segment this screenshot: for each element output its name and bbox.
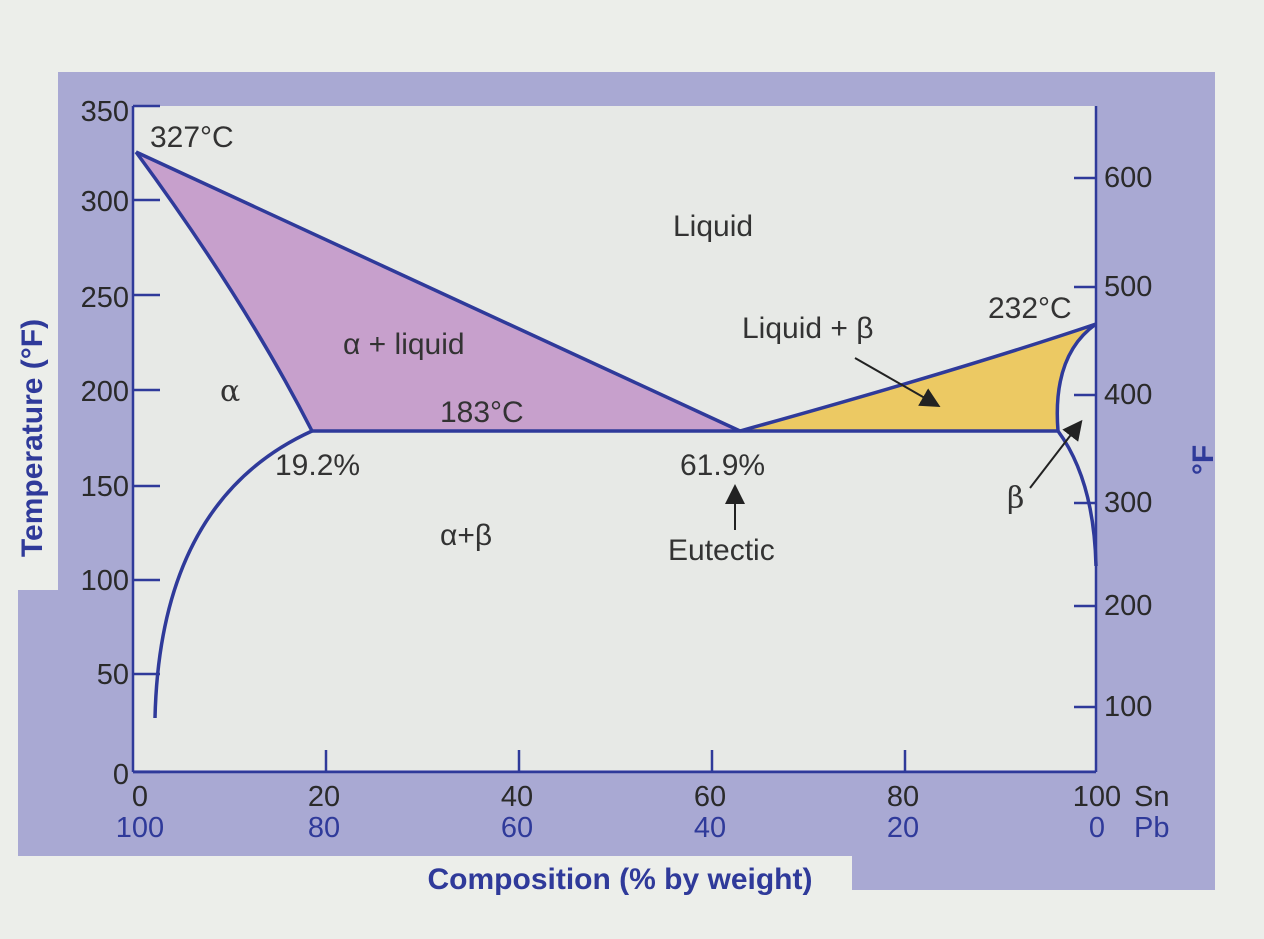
left-tick-label: 200 bbox=[81, 376, 129, 408]
right-tick-label: 200 bbox=[1104, 590, 1152, 622]
plot-area bbox=[133, 106, 1096, 770]
sn-melting-point-label: 232°C bbox=[988, 292, 1072, 325]
liquid-beta-arrow bbox=[854, 357, 941, 407]
beta-arrow bbox=[1029, 419, 1083, 489]
pb-tick-label: 80 bbox=[308, 812, 340, 844]
pb-tick-label: 0 bbox=[1089, 812, 1105, 844]
pb-tick-label: 20 bbox=[887, 812, 919, 844]
pb-unit-label: Pb bbox=[1134, 812, 1169, 844]
alpha-liquid-region-label: α + liquid bbox=[343, 328, 465, 361]
pb-melting-point-label: 327°C bbox=[150, 121, 234, 154]
right-axis-title: °F bbox=[1187, 445, 1220, 475]
solidus-alpha bbox=[134, 150, 314, 432]
liquid-beta-region bbox=[740, 324, 1096, 431]
pb-tick-label: 60 bbox=[501, 812, 533, 844]
left-tick-label: 250 bbox=[81, 282, 129, 314]
solidus-beta bbox=[1055, 322, 1098, 432]
left-axis-title: Temperature (°F) bbox=[16, 319, 49, 557]
left-tick-label: 300 bbox=[81, 186, 129, 218]
pb-tick-label: 100 bbox=[116, 812, 164, 844]
right-tick-label: 500 bbox=[1104, 271, 1152, 303]
sn-tick-label: 40 bbox=[501, 781, 533, 813]
alpha-beta-region-label: α+β bbox=[440, 519, 492, 552]
liquid-region-label: Liquid bbox=[673, 210, 753, 243]
right-tick-label: 300 bbox=[1104, 487, 1152, 519]
alpha-region-label: α bbox=[220, 374, 240, 409]
beta-region-label: β bbox=[1007, 481, 1024, 516]
solvus-alpha bbox=[153, 429, 313, 719]
eutectic-temperature-label: 183°C bbox=[440, 396, 524, 429]
right-tick-label: 600 bbox=[1104, 162, 1152, 194]
liquidus-sn-side bbox=[739, 322, 1097, 433]
left-tick-label: 0 bbox=[113, 759, 129, 791]
right-tick-label: 100 bbox=[1104, 691, 1152, 723]
sn-tick-label: 80 bbox=[887, 781, 919, 813]
liquid-beta-region-label: Liquid + β bbox=[742, 312, 874, 345]
sn-unit-label: Sn bbox=[1134, 781, 1169, 813]
liquidus-pb-side bbox=[135, 150, 741, 433]
right-tick-label: 400 bbox=[1104, 379, 1152, 411]
sn-tick-label: 100 bbox=[1073, 781, 1121, 813]
pb-tick-label: 40 bbox=[694, 812, 726, 844]
bottom-axis-title: Composition (% by weight) bbox=[428, 863, 813, 896]
left-tick-label: 100 bbox=[81, 565, 129, 597]
sn-tick-label: 20 bbox=[308, 781, 340, 813]
left-tick-label: 150 bbox=[81, 471, 129, 503]
eutectic-label: Eutectic bbox=[668, 534, 775, 567]
alpha-solubility-limit-label: 19.2% bbox=[275, 449, 360, 482]
eutectic-composition-label: 61.9% bbox=[680, 449, 765, 482]
left-tick-label: 350 bbox=[81, 96, 129, 128]
sn-tick-label: 0 bbox=[132, 781, 148, 813]
sn-tick-label: 60 bbox=[694, 781, 726, 813]
left-tick-label: 50 bbox=[97, 659, 129, 691]
